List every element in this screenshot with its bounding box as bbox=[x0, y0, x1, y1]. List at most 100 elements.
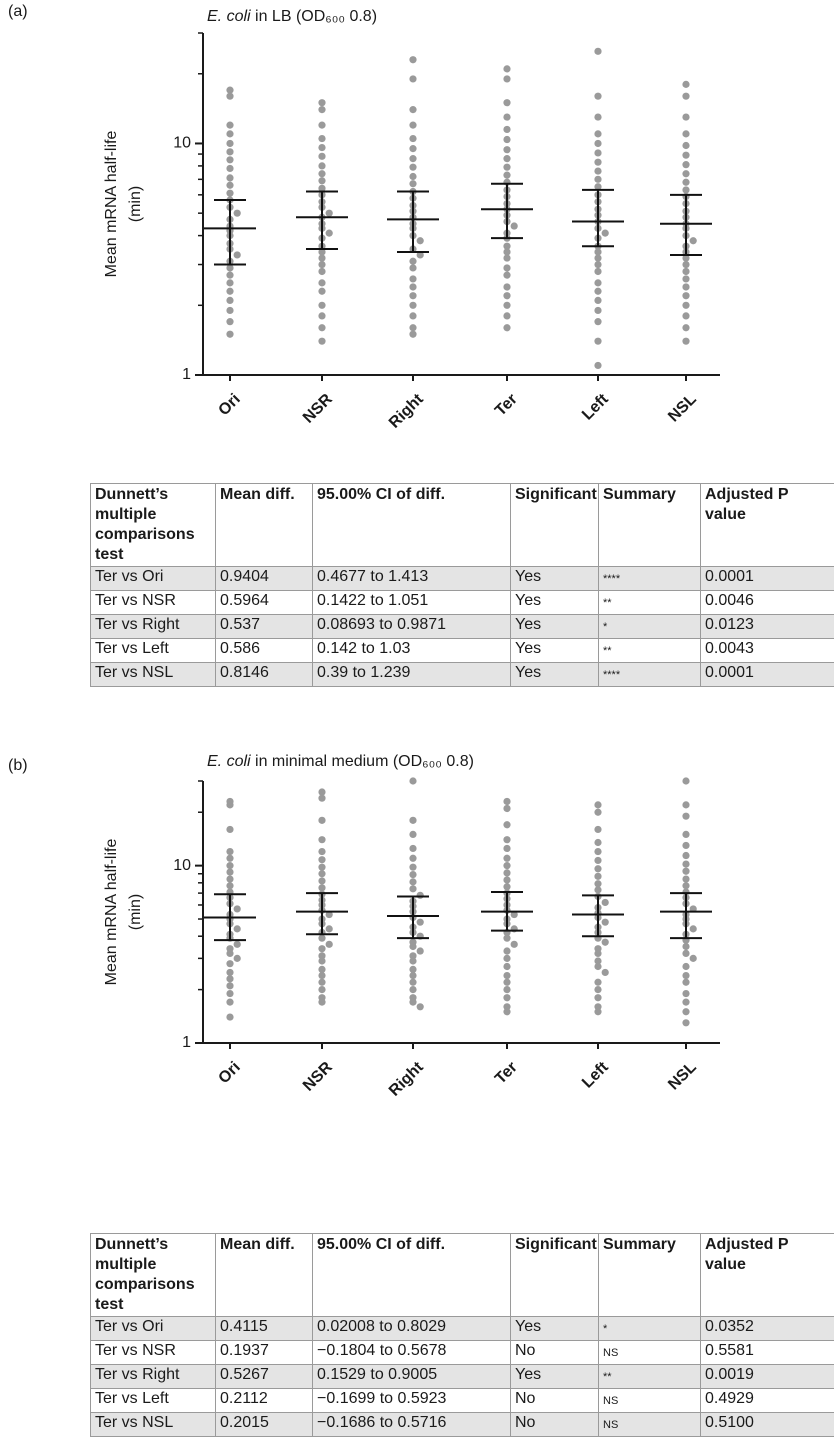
chart-title: E. coli in LB (OD₆₀₀ 0.8) bbox=[207, 8, 377, 25]
data-point bbox=[682, 161, 689, 168]
data-point bbox=[503, 845, 510, 852]
table-cell: ** bbox=[599, 591, 701, 615]
data-point bbox=[511, 941, 518, 948]
data-point bbox=[409, 180, 416, 187]
table-cell: Ter vs Right bbox=[91, 1365, 216, 1389]
table-cell: 0.39 to 1.239 bbox=[313, 663, 511, 687]
data-point bbox=[682, 875, 689, 882]
data-point bbox=[409, 966, 416, 973]
data-point bbox=[318, 162, 325, 169]
data-point bbox=[318, 122, 325, 129]
data-point bbox=[602, 919, 609, 926]
data-point bbox=[318, 999, 325, 1006]
data-point bbox=[594, 48, 601, 55]
data-point bbox=[409, 312, 416, 319]
data-point bbox=[226, 950, 233, 957]
data-point bbox=[503, 1008, 510, 1015]
header-cell: Summary bbox=[599, 1234, 701, 1317]
data-point bbox=[594, 261, 601, 268]
y-tick-label: 10 bbox=[173, 135, 191, 152]
data-point bbox=[318, 836, 325, 843]
data-point bbox=[594, 963, 601, 970]
data-point bbox=[318, 153, 325, 160]
data-point bbox=[682, 186, 689, 193]
data-point bbox=[226, 990, 233, 997]
data-point bbox=[682, 142, 689, 149]
data-point bbox=[682, 999, 689, 1006]
data-point bbox=[226, 279, 233, 286]
data-point bbox=[409, 292, 416, 299]
data-point bbox=[226, 93, 233, 100]
data-point bbox=[226, 318, 233, 325]
table-cell: Ter vs NSL bbox=[91, 663, 216, 687]
y-tick-label: 1 bbox=[182, 1034, 191, 1051]
data-point bbox=[234, 210, 241, 217]
data-point bbox=[503, 146, 510, 153]
data-point bbox=[682, 979, 689, 986]
data-point bbox=[682, 113, 689, 120]
data-point bbox=[318, 986, 325, 993]
data-point bbox=[318, 135, 325, 142]
data-point bbox=[682, 801, 689, 808]
data-point bbox=[682, 268, 689, 275]
data-point bbox=[682, 275, 689, 282]
data-point bbox=[594, 809, 601, 816]
data-point bbox=[318, 979, 325, 986]
data-point bbox=[503, 65, 510, 72]
data-point bbox=[226, 165, 233, 172]
table-cell: 0.5581 bbox=[701, 1341, 834, 1365]
data-point bbox=[226, 307, 233, 314]
x-tick-label: Left bbox=[579, 390, 612, 423]
data-point bbox=[503, 324, 510, 331]
data-point bbox=[594, 176, 601, 183]
table-cell: Yes bbox=[511, 639, 599, 663]
data-point bbox=[503, 292, 510, 299]
data-point bbox=[682, 1008, 689, 1015]
data-point bbox=[682, 777, 689, 784]
data-point bbox=[682, 882, 689, 889]
table-cell: 0.1529 to 0.9005 bbox=[313, 1365, 511, 1389]
data-point bbox=[417, 892, 424, 899]
data-point bbox=[594, 149, 601, 156]
table-cell: 0.0019 bbox=[701, 1365, 834, 1389]
data-point bbox=[318, 877, 325, 884]
data-point bbox=[682, 179, 689, 186]
title-part: in LB (OD₆₀₀ 0.8) bbox=[251, 8, 377, 25]
data-point bbox=[318, 935, 325, 942]
data-point bbox=[318, 170, 325, 177]
data-point bbox=[318, 268, 325, 275]
data-point bbox=[594, 318, 601, 325]
table-cell: **** bbox=[599, 663, 701, 687]
data-point bbox=[409, 817, 416, 824]
data-point bbox=[503, 821, 510, 828]
table-cell: 0.4115 bbox=[216, 1317, 313, 1341]
data-point bbox=[682, 868, 689, 875]
data-point bbox=[409, 979, 416, 986]
data-point bbox=[226, 982, 233, 989]
table-cell: Ter vs Left bbox=[91, 1389, 216, 1413]
data-point bbox=[226, 848, 233, 855]
data-point bbox=[503, 99, 510, 106]
data-point bbox=[594, 159, 601, 166]
data-point bbox=[318, 144, 325, 151]
data-point bbox=[594, 826, 601, 833]
data-point bbox=[226, 288, 233, 295]
table-cell: Yes bbox=[511, 663, 599, 687]
data-point bbox=[682, 170, 689, 177]
table-cell: −0.1804 to 0.5678 bbox=[313, 1341, 511, 1365]
data-point bbox=[594, 140, 601, 147]
data-point bbox=[682, 283, 689, 290]
data-point bbox=[682, 950, 689, 957]
data-point bbox=[690, 237, 697, 244]
x-tick-label: NSR bbox=[300, 390, 336, 426]
x-tick-label: Left bbox=[579, 1058, 612, 1091]
table-cell: Ter vs Ori bbox=[91, 567, 216, 591]
data-point bbox=[326, 230, 333, 237]
table-cell: Yes bbox=[511, 567, 599, 591]
